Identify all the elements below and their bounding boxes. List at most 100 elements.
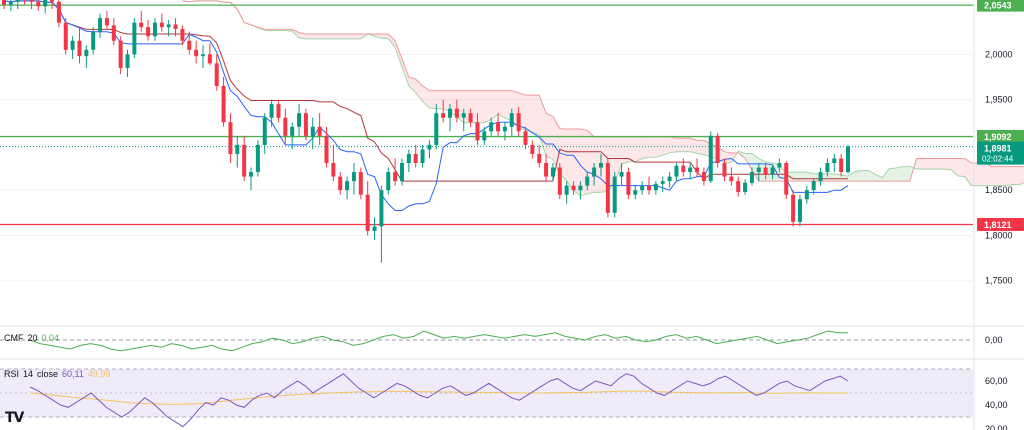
- bar-countdown-label: 02:02:44: [982, 155, 1014, 164]
- candle-body: [784, 163, 789, 195]
- candle-body: [619, 172, 624, 177]
- candle-body: [104, 18, 109, 26]
- cloud-segment: [964, 158, 972, 186]
- candle-body: [825, 163, 830, 173]
- candle-body: [729, 176, 734, 182]
- cmf-pane[interactable]: 0,00: [0, 330, 1003, 352]
- ichimoku-lines: [3, 0, 849, 211]
- candle-body: [592, 167, 597, 177]
- candle-body: [578, 185, 583, 191]
- cloud-segment: [902, 166, 910, 182]
- cloud-segment: [532, 95, 540, 135]
- candle-body: [640, 185, 645, 191]
- candle-body: [667, 176, 672, 182]
- candle-body: [152, 22, 157, 37]
- candle-body: [461, 113, 466, 118]
- cloud-segment: [484, 90, 492, 123]
- cloud-segment: [992, 166, 999, 186]
- cloud-segment: [340, 33, 348, 39]
- cloud-segment: [388, 33, 396, 48]
- cloud-segment: [353, 33, 361, 39]
- cloud-segment: [868, 170, 876, 182]
- cloud-segment: [848, 171, 855, 182]
- rsi-tick-label: 60,00: [985, 376, 1008, 386]
- candle-body: [8, 1, 13, 5]
- tenkan-sen-line: [3, 0, 849, 211]
- cloud-segment: [662, 136, 670, 156]
- level-price-label: 2,0543: [984, 1, 1012, 11]
- cmf-line: [29, 330, 848, 352]
- price-tick-label: 1,8500: [985, 185, 1013, 195]
- cloud-segment: [683, 138, 691, 152]
- rsi-ma-line: [29, 390, 848, 405]
- candle-body: [262, 117, 267, 145]
- candle-body: [56, 1, 61, 23]
- candle-body: [537, 153, 542, 163]
- candle-body: [770, 167, 775, 175]
- rsi-legend[interactable]: RSI 14 close 60,11 49,99: [4, 369, 114, 379]
- horizontal-levels[interactable]: [0, 4, 973, 226]
- candle-body: [832, 158, 837, 163]
- candle-body: [413, 153, 418, 163]
- candle-body: [530, 144, 535, 154]
- candle-body: [36, 1, 41, 7]
- candle-body: [372, 226, 377, 231]
- cloud-segment: [401, 58, 409, 86]
- cloud-segment: [299, 32, 306, 39]
- cloud-segment: [436, 90, 444, 109]
- cloud-segment: [642, 136, 650, 159]
- cmf-legend[interactable]: CMF 20 0,04: [4, 333, 63, 343]
- candle-body: [255, 144, 260, 173]
- candle-body: [91, 31, 96, 50]
- candle-body: [214, 63, 219, 87]
- candle-body: [125, 54, 130, 68]
- candle-body: [43, 0, 48, 7]
- candle-body: [146, 27, 151, 37]
- cloud-segment: [594, 136, 601, 193]
- candle-body: [585, 176, 590, 186]
- cmf-value: 0,04: [41, 333, 60, 343]
- candle-body: [77, 40, 82, 57]
- cloud-segment: [957, 158, 965, 177]
- cloud-segment: [896, 166, 903, 182]
- candle-body: [338, 176, 343, 191]
- candle-body: [653, 183, 658, 191]
- cloud-segment: [628, 136, 636, 162]
- cloud-segment: [312, 33, 320, 39]
- candle-body: [612, 176, 617, 213]
- rsi-pane[interactable]: 60,00 40,00 20,00: [0, 368, 1008, 430]
- candle-body: [598, 163, 603, 168]
- candle-body: [303, 113, 308, 136]
- level-price-label: 1,8121: [984, 220, 1012, 230]
- tradingview-logo[interactable]: TV: [5, 410, 24, 426]
- candle-body: [139, 22, 144, 28]
- cloud-segment: [950, 158, 958, 176]
- cloud-segment: [614, 136, 622, 183]
- cmf-name: CMF: [4, 333, 24, 343]
- candle-body: [379, 190, 384, 227]
- candle-body: [393, 172, 398, 182]
- candle-body: [63, 22, 68, 50]
- cloud-segment: [305, 33, 313, 39]
- cloud-segment: [916, 158, 924, 170]
- level-price-label: 1,9092: [984, 132, 1012, 142]
- cloud-segment: [765, 161, 773, 182]
- cloud-segment: [923, 158, 931, 170]
- candle-body: [441, 113, 446, 118]
- candle-body: [715, 135, 720, 163]
- candle-body: [839, 158, 844, 173]
- candle-body: [173, 24, 178, 29]
- candle-body: [633, 190, 638, 195]
- rsi-ma-value: 49,99: [87, 369, 111, 379]
- candle-body: [221, 86, 226, 123]
- candle-body: [688, 167, 693, 173]
- cloud-segment: [573, 129, 581, 196]
- candle-body: [489, 122, 494, 132]
- cloud-segment: [443, 90, 451, 112]
- cloud-segment: [998, 166, 1006, 186]
- candle-body: [50, 0, 55, 2]
- cloud-segment: [827, 173, 835, 182]
